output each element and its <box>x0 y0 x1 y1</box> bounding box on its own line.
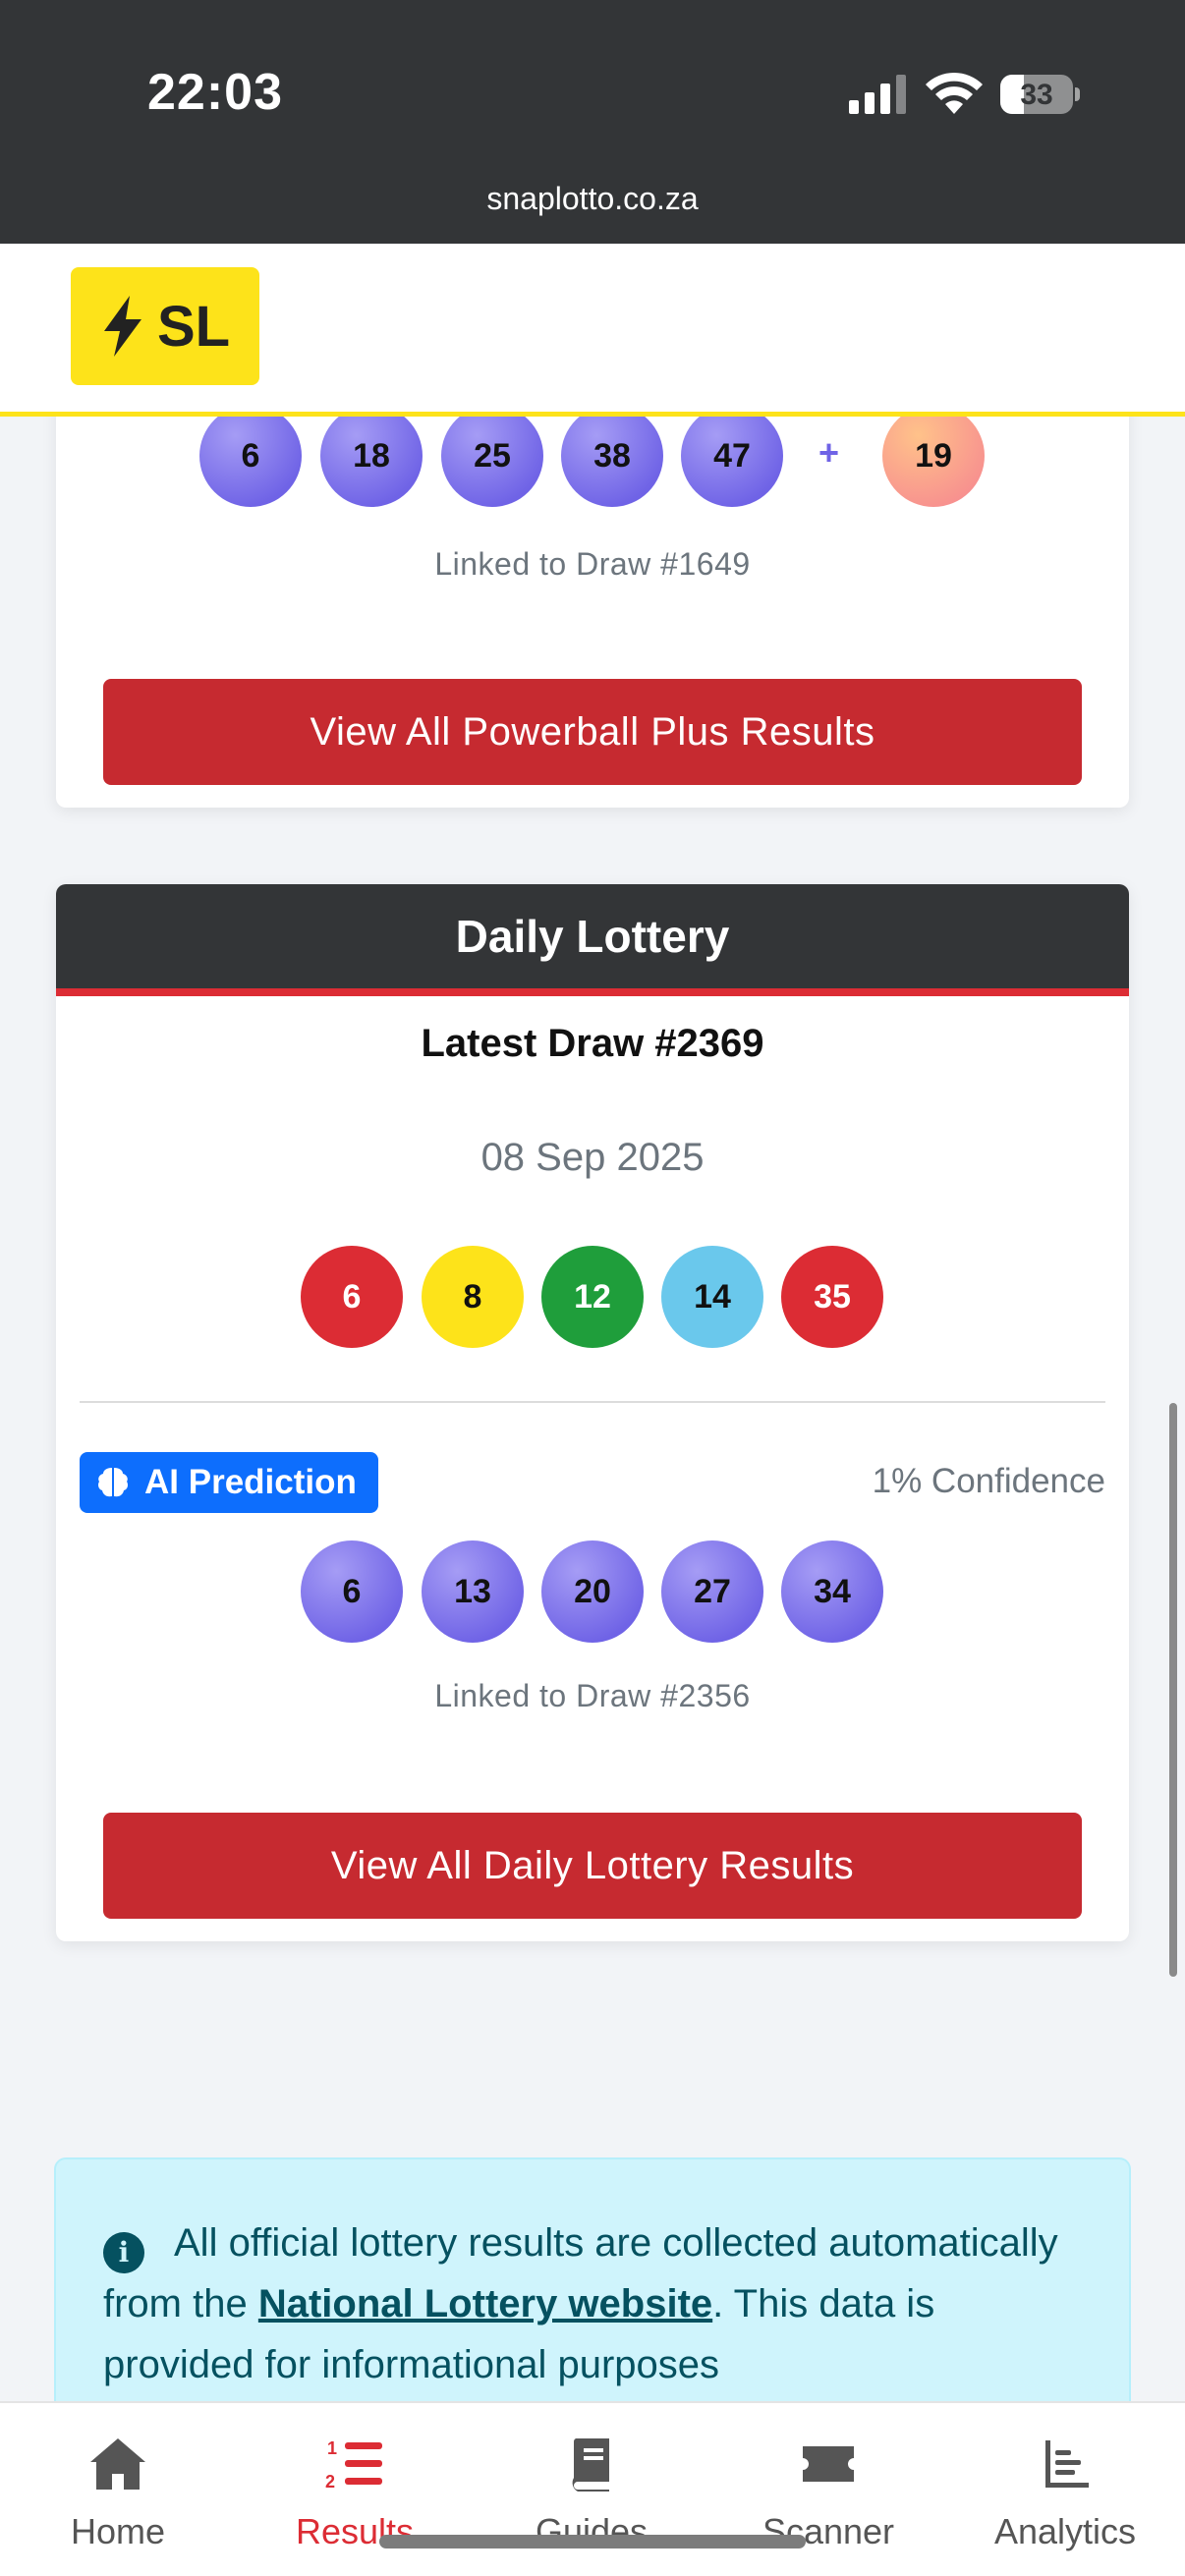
divider <box>80 1401 1105 1403</box>
nav-label: Home <box>70 2511 166 2551</box>
scrollbar[interactable] <box>1169 1403 1177 1977</box>
battery-percent: 33 <box>1020 79 1053 111</box>
plus-sign: + <box>818 432 840 473</box>
svg-text:2: 2 <box>325 2472 335 2492</box>
ticket-icon <box>803 2446 854 2482</box>
result-ball: 6 <box>301 1246 403 1348</box>
latest-draw-title: Latest Draw #2369 <box>421 1022 764 1065</box>
nav-label: Analytics <box>993 2511 1137 2551</box>
result-ball: 35 <box>781 1246 883 1348</box>
linked-draw-text: Linked to Draw #1649 <box>434 546 751 582</box>
prediction-ball: 20 <box>541 1540 644 1643</box>
view-all-daily-lottery-button[interactable]: View All Daily Lottery Results <box>103 1813 1082 1919</box>
url-bar[interactable]: snaplotto.co.za <box>486 181 699 216</box>
status-bar: 22:03 33 snaplotto.co.za <box>0 0 1185 244</box>
national-lottery-link[interactable]: National Lottery website <box>257 2282 713 2325</box>
logo-text: SL <box>156 294 231 359</box>
numbered-list-icon: 1 2 <box>325 2438 382 2492</box>
prediction-ball: 38 <box>561 405 663 507</box>
wifi-icon <box>926 72 983 114</box>
ai-prediction-label: AI Prediction <box>144 1463 357 1501</box>
view-all-powerball-plus-button[interactable]: View All Powerball Plus Results <box>103 679 1082 785</box>
battery-icon: 33 <box>1000 75 1080 114</box>
app-header: SL <box>0 244 1185 417</box>
result-ball: 8 <box>422 1246 524 1348</box>
prediction-ball: 47 <box>681 405 783 507</box>
info-text-after: . This data is provided for informationa… <box>103 2282 935 2386</box>
logo[interactable]: SL <box>71 267 259 385</box>
ai-prediction-badge: AI Prediction <box>80 1452 378 1513</box>
home-icon <box>90 2438 145 2490</box>
prediction-ball: 25 <box>441 405 543 507</box>
bottom-nav: Home 1 2 Results Guides Scanner <box>0 2401 1185 2576</box>
daily-lottery-card: Daily Lottery Latest Draw #2369 08 Sep 2… <box>56 884 1129 1941</box>
result-ball: 12 <box>541 1246 644 1348</box>
prediction-ball: 6 <box>199 405 302 507</box>
nav-item-guides[interactable]: Guides <box>474 2403 709 2576</box>
nav-item-scanner[interactable]: Scanner <box>710 2403 946 2576</box>
nav-item-home[interactable]: Home <box>0 2403 236 2576</box>
bonus-ball: 19 <box>882 405 985 507</box>
prediction-ball: 13 <box>422 1540 524 1643</box>
lightning-icon <box>103 296 141 357</box>
book-icon <box>572 2438 609 2492</box>
info-text-before: All official lottery results are collect… <box>103 2221 1058 2325</box>
home-indicator <box>379 2535 806 2548</box>
confidence-text: 1% Confidence <box>872 1462 1105 1500</box>
svg-text:1: 1 <box>327 2438 337 2458</box>
chart-icon <box>1045 2440 1089 2488</box>
brain-icon <box>98 1468 128 1497</box>
prediction-ball: 34 <box>781 1540 883 1643</box>
linked-draw-text: Linked to Draw #2356 <box>434 1678 751 1713</box>
nav-item-analytics[interactable]: Analytics <box>947 2403 1183 2576</box>
info-icon: i <box>103 2232 144 2273</box>
draw-date: 08 Sep 2025 <box>480 1136 705 1179</box>
prediction-ball: 18 <box>320 405 423 507</box>
cellular-signal-icon <box>849 75 906 114</box>
result-ball: 14 <box>661 1246 763 1348</box>
info-text: i All official lottery results are collec… <box>103 2212 1096 2395</box>
card-title: Daily Lottery <box>56 884 1129 996</box>
nav-item-results[interactable]: 1 2 Results <box>237 2403 473 2576</box>
prediction-ball: 6 <box>301 1540 403 1643</box>
status-time: 22:03 <box>147 64 283 121</box>
prediction-ball: 27 <box>661 1540 763 1643</box>
